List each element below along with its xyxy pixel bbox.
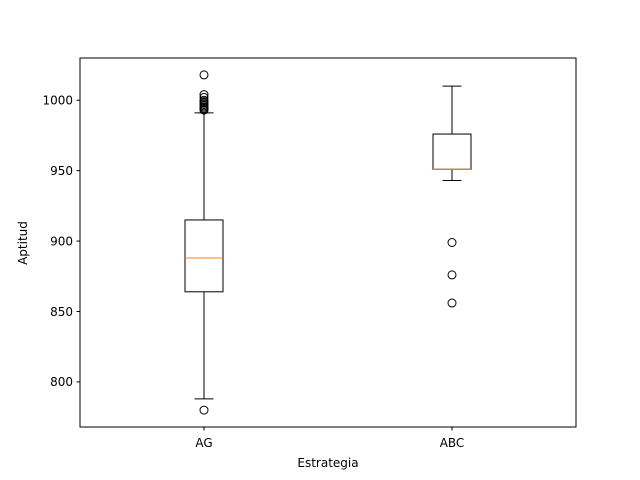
axes-frame xyxy=(79,57,577,428)
outlier-point xyxy=(447,270,457,280)
x-axis-label: Estrategia xyxy=(297,456,358,470)
y-tick-label: 800 xyxy=(50,375,73,389)
outlier-point xyxy=(199,95,209,105)
y-axis-label: Aptitud xyxy=(16,221,30,265)
x-axis: AG ABC xyxy=(195,427,464,450)
y-tick-label: 1000 xyxy=(42,94,73,108)
outlier-point xyxy=(199,90,209,100)
outlier-point xyxy=(447,298,457,308)
box-group-ag xyxy=(184,70,224,415)
y-tick-label: 850 xyxy=(50,305,73,319)
iqr-box xyxy=(184,219,224,293)
x-tick-label: AG xyxy=(195,436,212,450)
plot-area xyxy=(184,70,472,415)
outlier-point xyxy=(199,92,209,102)
outlier-point xyxy=(447,238,457,247)
y-tick-label: 950 xyxy=(50,164,73,178)
y-tick-label: 900 xyxy=(50,234,73,248)
y-axis: 800 850 900 950 1000 xyxy=(42,94,80,389)
box-group-abc xyxy=(432,85,472,308)
x-tick-label: ABC xyxy=(440,436,465,450)
outlier-point xyxy=(199,70,209,80)
outlier-point xyxy=(199,405,209,415)
